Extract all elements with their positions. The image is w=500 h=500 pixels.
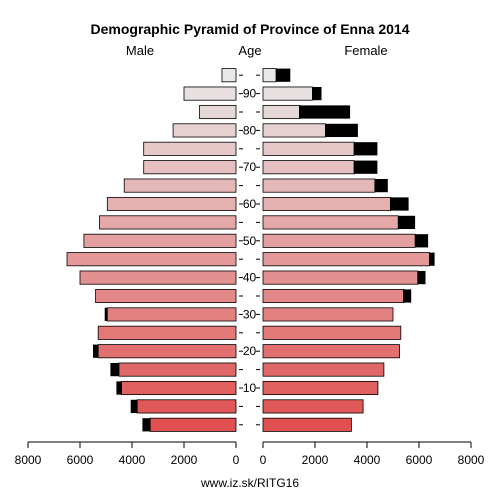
age-axis: 10 20 30 40 50 60 70 80 90: [239, 74, 260, 426]
female-excess-40-44: [417, 270, 426, 285]
female-excess-group-19: [276, 68, 291, 82]
x-axis-female: 8000 6000 4000 2000 0: [260, 441, 485, 467]
female-header: Female: [344, 43, 387, 58]
female-excess-55-59: [398, 215, 416, 230]
male-bar-60-64: [106, 196, 237, 212]
age-tick-label: 90: [243, 87, 257, 101]
footer-url: www.iz.sk/RITG16: [200, 476, 299, 490]
female-bar-group-19: [262, 68, 277, 83]
female-bar-35-39: [262, 288, 404, 304]
male-bar-20-24: [97, 344, 237, 359]
female-excess-70-74: [354, 160, 378, 174]
male-bar-45-49: [66, 252, 237, 267]
age-tick-label: 30: [243, 307, 257, 321]
male-bar-15-19: [118, 362, 237, 377]
female-bar-5-9: [262, 399, 364, 414]
female-excess-45-49: [429, 252, 435, 266]
female-bar-45-49: [262, 252, 430, 267]
male-bar-group-19: [221, 68, 237, 83]
male-bar-65-69: [123, 178, 237, 193]
female-bar-65-69: [262, 178, 376, 193]
left-x-tick-label: 6000: [67, 453, 94, 467]
male-excess-30-34: [104, 307, 108, 322]
right-x-tick-label: 2000: [302, 453, 329, 467]
age-tick-label: 60: [243, 197, 257, 211]
female-bar-60-64: [262, 196, 391, 212]
female-excess-65-69: [374, 178, 388, 193]
male-bar-10-14: [121, 380, 237, 396]
female-bar-20-24: [262, 344, 400, 359]
male-bar-75-79: [143, 141, 237, 156]
male-bar-70-74: [143, 160, 237, 175]
female-bar-30-34: [262, 307, 394, 322]
female-bars: [262, 68, 435, 432]
female-bar-25-29: [262, 325, 402, 340]
male-excess-5-9: [130, 399, 138, 414]
female-bar-50-54: [262, 233, 416, 248]
female-bar-80-84: [262, 123, 326, 138]
left-x-tick-label: 2000: [171, 453, 198, 467]
right-x-tick-label: 8000: [458, 453, 485, 467]
female-bar-10-14: [262, 380, 379, 396]
female-excess-60-64: [390, 197, 409, 211]
x-axis-male: 8000 6000 4000 2000 0: [15, 441, 240, 467]
chart-title: Demographic Pyramid of Province of Enna …: [91, 21, 410, 37]
age-tick-label: 80: [243, 123, 257, 137]
male-excess-15-19: [110, 362, 119, 377]
right-x-tick-label: 6000: [406, 453, 433, 467]
male-bar-50-54: [83, 233, 237, 248]
female-bar-90+: [262, 86, 313, 101]
right-x-tick-label: 4000: [354, 453, 381, 467]
male-bars: [66, 68, 237, 432]
female-bar-75-79: [262, 141, 355, 156]
right-x-tick-label: 0: [260, 453, 267, 467]
left-x-tick-label: 4000: [119, 453, 146, 467]
age-tick-label: 20: [243, 344, 257, 358]
age-tick-label: 10: [243, 381, 257, 395]
male-bar-25-29: [97, 325, 237, 340]
age-tick-label: 40: [243, 271, 257, 285]
male-excess-0-4: [142, 418, 151, 432]
left-x-tick-label: 0: [233, 453, 240, 467]
age-tick-label: 70: [243, 160, 257, 174]
female-bar-70-74: [262, 160, 355, 175]
female-bar-40-44: [262, 270, 419, 285]
male-bar-90+: [183, 86, 237, 101]
female-bar-85-89: [262, 104, 300, 120]
male-header: Male: [126, 43, 154, 58]
male-bar-80-84: [172, 123, 237, 138]
female-excess-85-89: [299, 105, 351, 119]
female-excess-90+: [312, 86, 322, 101]
age-header: Age: [238, 43, 261, 58]
left-x-tick-label: 8000: [15, 453, 42, 467]
male-bar-40-44: [79, 270, 237, 285]
female-bar-55-59: [262, 215, 399, 230]
male-bar-5-9: [136, 399, 237, 414]
male-bar-30-34: [106, 307, 237, 322]
male-bar-0-4: [149, 417, 237, 432]
male-excess-10-14: [116, 381, 122, 395]
female-bar-15-19: [262, 362, 385, 377]
female-excess-80-84: [325, 123, 358, 138]
male-bar-55-59: [99, 215, 237, 230]
male-excess-20-24: [93, 344, 99, 358]
age-tick-label: 50: [243, 234, 257, 248]
female-excess-35-39: [403, 289, 412, 303]
female-excess-50-54: [415, 234, 429, 248]
male-bar-85-89: [199, 104, 237, 120]
male-bar-35-39: [95, 288, 237, 304]
female-bar-0-4: [262, 417, 352, 432]
female-excess-75-79: [354, 142, 378, 156]
